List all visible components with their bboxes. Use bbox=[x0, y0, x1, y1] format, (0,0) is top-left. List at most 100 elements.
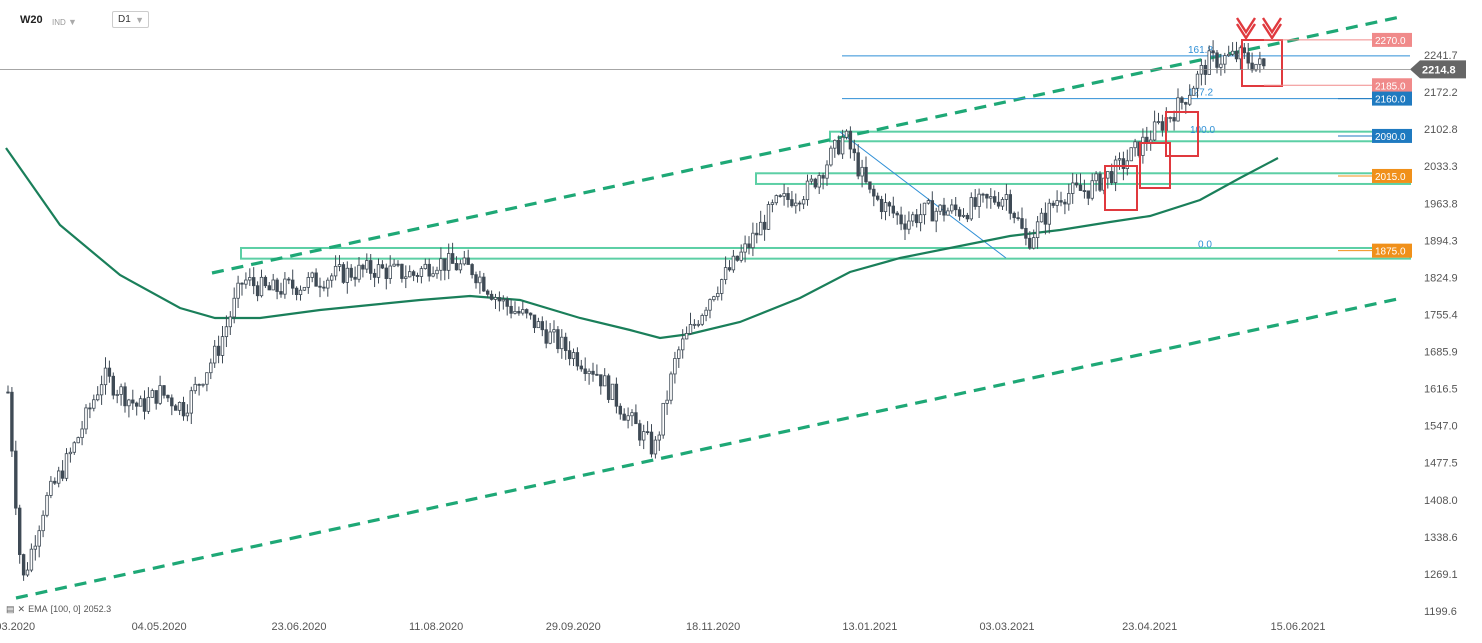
candle-body bbox=[606, 375, 611, 400]
candle-body bbox=[357, 264, 361, 280]
candle-body bbox=[138, 398, 143, 407]
candle-body bbox=[813, 178, 817, 188]
candle-body bbox=[290, 279, 295, 289]
candle-body bbox=[482, 276, 486, 292]
candle-body bbox=[957, 209, 962, 217]
candle-body bbox=[1262, 58, 1266, 67]
candle-body bbox=[322, 286, 326, 289]
candle-body bbox=[158, 385, 162, 404]
candle-body bbox=[798, 202, 802, 205]
candle-body bbox=[33, 545, 37, 550]
current-price-label: 2214.8 bbox=[1422, 64, 1456, 76]
level-tag bbox=[1372, 128, 1412, 143]
ema-label: EMA bbox=[28, 604, 48, 614]
candle-body bbox=[1203, 64, 1207, 75]
candle-body bbox=[872, 188, 876, 197]
candle-body bbox=[212, 345, 217, 364]
candle-body bbox=[755, 232, 759, 236]
candle-body bbox=[415, 275, 420, 277]
candle-body bbox=[49, 480, 53, 496]
candle-body bbox=[1004, 194, 1009, 200]
candle-body bbox=[918, 214, 923, 224]
candle-body bbox=[774, 195, 778, 204]
candle-body bbox=[1211, 50, 1215, 54]
y-tick-label: 1685.9 bbox=[1424, 347, 1458, 359]
candle-body bbox=[844, 130, 849, 138]
candle-body bbox=[392, 263, 396, 267]
candle-body bbox=[1028, 237, 1032, 249]
candle-body bbox=[762, 221, 767, 230]
candle-body bbox=[973, 197, 977, 207]
candle-body bbox=[837, 139, 841, 155]
candle-body bbox=[10, 391, 14, 452]
candle-body bbox=[123, 386, 127, 407]
candle-body bbox=[365, 260, 369, 270]
candle-body bbox=[298, 289, 303, 296]
candle-body bbox=[653, 439, 658, 455]
candle-body bbox=[833, 139, 837, 149]
candle-body bbox=[1125, 160, 1129, 169]
bars-icon[interactable]: ▤ bbox=[6, 604, 15, 614]
chevron-down-icon[interactable]: ▼ bbox=[68, 17, 77, 27]
candle-body bbox=[552, 329, 556, 333]
fib-level-label: 127.2 bbox=[1188, 88, 1213, 99]
candle-body bbox=[567, 350, 572, 360]
candle-body bbox=[922, 202, 927, 216]
candle-body bbox=[642, 431, 646, 441]
candle-body bbox=[501, 299, 505, 302]
candle-body bbox=[431, 273, 435, 277]
close-icon[interactable]: ✕ bbox=[17, 604, 26, 614]
candle-body bbox=[528, 312, 533, 316]
candle-body bbox=[1133, 141, 1137, 149]
candle-body bbox=[462, 257, 466, 265]
candle-body bbox=[361, 264, 365, 270]
y-tick-label: 2241.7 bbox=[1424, 50, 1458, 62]
candle-body bbox=[954, 204, 958, 211]
candle-body bbox=[279, 291, 283, 295]
y-tick-label: 2102.8 bbox=[1424, 124, 1458, 136]
candle-body bbox=[852, 148, 856, 154]
zone-rect bbox=[755, 172, 1411, 185]
candle-body bbox=[353, 276, 357, 280]
level-tag bbox=[1372, 91, 1412, 106]
timeframe-selector[interactable]: D1 ▼ bbox=[112, 11, 149, 28]
candle-body bbox=[131, 399, 135, 404]
candle-body bbox=[111, 375, 115, 396]
x-tick-label: 11.03.2020 bbox=[0, 621, 35, 633]
level-tag bbox=[1372, 168, 1412, 183]
candle-body bbox=[326, 279, 330, 289]
candle-body bbox=[1024, 227, 1028, 239]
candle-body bbox=[887, 202, 892, 207]
candle-body bbox=[716, 293, 720, 298]
candle-body bbox=[911, 214, 915, 222]
candle-body bbox=[450, 253, 455, 264]
timeframe-label: D1 bbox=[118, 14, 131, 25]
candle-body bbox=[778, 195, 782, 198]
candle-body bbox=[1090, 180, 1094, 199]
chevron-down-icon[interactable]: ▼ bbox=[135, 15, 144, 25]
candle-body bbox=[142, 398, 147, 412]
candle-body bbox=[60, 470, 65, 479]
candle-body bbox=[712, 296, 716, 301]
candle-body bbox=[1191, 87, 1196, 96]
candle-body bbox=[1234, 50, 1239, 60]
candle-body bbox=[946, 210, 950, 216]
candle-body bbox=[80, 428, 84, 439]
symbol-label[interactable]: W20 bbox=[20, 14, 43, 26]
candle-body bbox=[1129, 147, 1133, 162]
candle-body bbox=[1188, 94, 1192, 105]
instrument-type-label: IND bbox=[52, 18, 66, 27]
candle-body bbox=[119, 386, 123, 395]
candle-body bbox=[961, 214, 966, 217]
fibonacci-retracement: 161.8 127.2 100.0 0.0 bbox=[839, 45, 1410, 259]
ema-line bbox=[5, 147, 1279, 340]
fib-trendline bbox=[839, 131, 1007, 259]
candle-body bbox=[1152, 121, 1157, 141]
candle-body bbox=[251, 277, 256, 287]
candle-body bbox=[404, 276, 408, 279]
candle-body bbox=[248, 277, 252, 281]
candle-body bbox=[735, 255, 739, 261]
candle-body bbox=[610, 383, 615, 400]
candle-body bbox=[786, 193, 790, 200]
